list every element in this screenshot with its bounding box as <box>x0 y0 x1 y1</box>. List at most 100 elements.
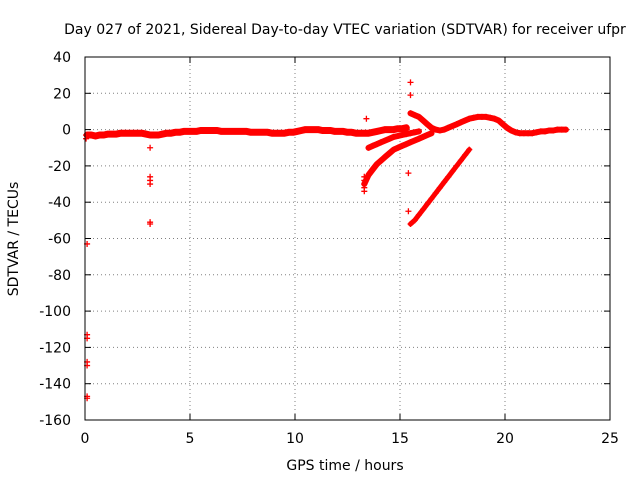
data-points <box>83 79 569 402</box>
data-point <box>495 117 502 124</box>
data-point <box>441 126 448 133</box>
data-point <box>147 144 154 151</box>
data-point <box>415 113 422 120</box>
data-point <box>504 124 511 131</box>
data-point <box>373 128 380 135</box>
x-tick-label: 10 <box>286 431 304 447</box>
data-point <box>499 121 506 128</box>
data-point <box>155 132 162 139</box>
data-point <box>407 220 414 227</box>
data-point <box>436 127 443 134</box>
data-point <box>386 150 393 157</box>
data-point <box>193 128 200 135</box>
data-point <box>390 146 397 153</box>
x-axis-label: GPS time / hours <box>286 458 403 474</box>
data-point <box>315 126 322 133</box>
data-point <box>562 126 569 133</box>
y-axis-label: SDTVAR / TECUs <box>6 182 22 297</box>
data-point <box>449 122 456 129</box>
data-point <box>508 127 515 134</box>
data-point <box>411 129 418 136</box>
data-point <box>491 115 498 122</box>
data-point <box>378 139 385 146</box>
data-point <box>462 152 469 159</box>
data-point <box>466 115 473 122</box>
data-point <box>405 170 412 177</box>
data-point <box>415 128 422 135</box>
data-point <box>411 112 418 119</box>
data-point <box>214 127 221 134</box>
data-point <box>142 131 149 138</box>
data-point <box>378 157 385 164</box>
x-tick-label: 0 <box>81 431 90 447</box>
data-point <box>176 129 183 136</box>
data-point <box>113 131 120 138</box>
data-point <box>449 168 456 175</box>
y-tick-label: 20 <box>53 86 71 102</box>
data-point <box>298 127 305 134</box>
data-point <box>168 130 175 137</box>
data-point <box>378 127 385 134</box>
data-point <box>512 129 519 136</box>
data-point <box>415 211 422 218</box>
data-point <box>361 177 368 184</box>
data-point <box>453 162 460 169</box>
data-point <box>294 128 301 135</box>
y-tick-label: -80 <box>48 268 71 284</box>
data-point <box>147 181 154 188</box>
data-point <box>483 113 490 120</box>
data-point <box>407 110 414 117</box>
data-point <box>403 141 410 148</box>
data-point <box>361 188 368 195</box>
data-point <box>394 144 401 151</box>
data-point <box>83 135 90 142</box>
plot-frame <box>84 56 611 421</box>
data-point <box>445 124 452 131</box>
x-tick-label: 20 <box>496 431 514 447</box>
data-point <box>289 129 296 136</box>
data-point <box>441 179 448 186</box>
data-point <box>453 121 460 128</box>
data-point <box>399 132 406 139</box>
axis-ticks: 0 5 10 15 20 25 -160 -140 -120 -100 -80 -60 -40 -20 0 2… <box>39 50 619 447</box>
data-point <box>373 141 380 148</box>
data-point <box>411 217 418 224</box>
data-point <box>403 124 410 131</box>
data-point <box>382 153 389 160</box>
data-point <box>407 79 414 86</box>
data-point <box>436 184 443 191</box>
data-point <box>369 142 376 149</box>
y-tick-label: -160 <box>39 413 71 429</box>
y-tick-label: 40 <box>53 50 71 66</box>
data-point <box>369 166 376 173</box>
data-point <box>327 127 334 134</box>
data-point <box>424 132 431 139</box>
grid-lines <box>85 57 610 420</box>
data-point <box>533 129 540 136</box>
data-point <box>432 190 439 197</box>
data-point <box>365 171 372 178</box>
data-point <box>363 115 370 122</box>
data-point <box>445 173 452 180</box>
data-point <box>424 121 431 128</box>
data-point <box>348 129 355 136</box>
data-point <box>394 132 401 139</box>
data-point <box>88 132 95 139</box>
data-point <box>462 117 469 124</box>
data-point <box>415 135 422 142</box>
data-point <box>550 127 557 134</box>
y-tick-label: -120 <box>39 340 71 356</box>
data-point <box>487 114 494 121</box>
data-point <box>424 201 431 208</box>
data-point <box>243 128 250 135</box>
data-point <box>365 144 372 151</box>
data-point <box>420 117 427 124</box>
data-point <box>138 130 145 137</box>
data-point <box>390 133 397 140</box>
data-point <box>281 130 288 137</box>
data-point <box>386 135 393 142</box>
data-point <box>466 146 473 153</box>
data-point <box>407 139 414 146</box>
